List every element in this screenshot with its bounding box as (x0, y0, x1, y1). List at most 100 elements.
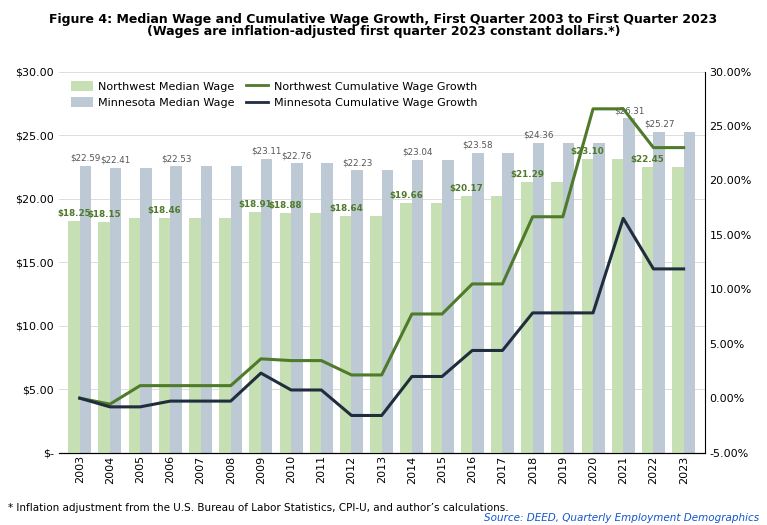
Text: $18.15: $18.15 (87, 210, 121, 219)
Minnesota Cumulative Wage Growth (619, 215, 628, 222)
Minnesota Cumulative Wage Growth (287, 387, 296, 393)
Text: $24.36: $24.36 (523, 131, 554, 140)
Bar (502, 153, 514, 453)
Text: Source: DEED, Quarterly Employment Demographics: Source: DEED, Quarterly Employment Demog… (484, 513, 759, 523)
Bar (370, 216, 382, 453)
Northwest Cumulative Wage Growth (287, 358, 296, 364)
Bar (261, 159, 272, 453)
Minnesota Cumulative Wage Growth (649, 266, 658, 272)
Text: $22.23: $22.23 (342, 158, 373, 167)
Minnesota Cumulative Wage Growth (317, 387, 326, 393)
Minnesota Cumulative Wage Growth (256, 370, 265, 376)
Bar (532, 143, 544, 453)
Minnesota Cumulative Wage Growth (528, 310, 537, 316)
Bar (653, 132, 665, 453)
Minnesota Cumulative Wage Growth (437, 373, 446, 380)
Bar (291, 163, 302, 453)
Bar (491, 196, 502, 453)
Bar (249, 213, 261, 453)
Bar (140, 168, 152, 453)
Minnesota Cumulative Wage Growth (407, 373, 416, 380)
Minnesota Cumulative Wage Growth (166, 398, 175, 404)
Text: $21.29: $21.29 (510, 170, 544, 179)
Bar (563, 143, 574, 453)
Bar (442, 160, 453, 453)
Bar (321, 163, 333, 453)
Text: $26.31: $26.31 (614, 106, 644, 115)
Text: $18.91: $18.91 (239, 200, 272, 209)
Text: $22.41: $22.41 (100, 156, 131, 165)
Northwest Cumulative Wage Growth (105, 401, 114, 407)
Bar (219, 218, 231, 453)
Bar (472, 153, 484, 453)
Minnesota Cumulative Wage Growth (558, 310, 568, 316)
Minnesota Cumulative Wage Growth (347, 412, 356, 418)
Bar (159, 218, 170, 453)
Bar (310, 213, 321, 453)
Text: $20.17: $20.17 (449, 184, 483, 193)
Bar (280, 213, 291, 453)
Bar (581, 159, 593, 453)
Text: $19.66: $19.66 (389, 191, 423, 200)
Minnesota Cumulative Wage Growth (377, 412, 387, 418)
Bar (461, 196, 472, 453)
Northwest Cumulative Wage Growth (196, 383, 205, 389)
Legend: Northwest Median Wage, Minnesota Median Wage, Northwest Cumulative Wage Growth, : Northwest Median Wage, Minnesota Median … (71, 81, 477, 108)
Bar (340, 216, 351, 453)
Bar (551, 182, 563, 453)
Text: $23.58: $23.58 (463, 141, 493, 150)
Northwest Cumulative Wage Growth (317, 358, 326, 364)
Bar (200, 166, 212, 453)
Bar (231, 166, 242, 453)
Bar (351, 170, 363, 453)
Northwest Cumulative Wage Growth (619, 106, 628, 112)
Text: $18.88: $18.88 (268, 201, 302, 209)
Text: $18.64: $18.64 (329, 204, 363, 213)
Bar (430, 203, 442, 453)
Line: Minnesota Cumulative Wage Growth: Minnesota Cumulative Wage Growth (80, 218, 683, 415)
Minnesota Cumulative Wage Growth (588, 310, 597, 316)
Text: $25.27: $25.27 (644, 119, 674, 129)
Text: $23.04: $23.04 (403, 148, 433, 157)
Bar (382, 170, 393, 453)
Minnesota Cumulative Wage Growth (226, 398, 235, 404)
Text: * Inflation adjustment from the U.S. Bureau of Labor Statistics, CPI-U, and auth: * Inflation adjustment from the U.S. Bur… (8, 503, 509, 513)
Text: Figure 4: Median Wage and Cumulative Wage Growth, First Quarter 2003 to First Qu: Figure 4: Median Wage and Cumulative Wag… (49, 13, 718, 26)
Bar (110, 168, 121, 453)
Bar (189, 218, 200, 453)
Text: $18.25: $18.25 (58, 208, 91, 217)
Text: $23.11: $23.11 (252, 147, 281, 156)
Northwest Cumulative Wage Growth (558, 214, 568, 220)
Minnesota Cumulative Wage Growth (679, 266, 688, 272)
Text: $18.46: $18.46 (148, 206, 182, 215)
Bar (412, 160, 423, 453)
Bar (522, 182, 532, 453)
Bar (400, 203, 412, 453)
Northwest Cumulative Wage Growth (468, 281, 477, 287)
Northwest Cumulative Wage Growth (649, 144, 658, 151)
Line: Northwest Cumulative Wage Growth: Northwest Cumulative Wage Growth (80, 109, 683, 404)
Bar (624, 118, 635, 453)
Bar (612, 159, 624, 453)
Northwest Cumulative Wage Growth (679, 144, 688, 151)
Bar (129, 218, 140, 453)
Northwest Cumulative Wage Growth (136, 383, 145, 389)
Bar (672, 167, 683, 453)
Minnesota Cumulative Wage Growth (75, 395, 84, 401)
Northwest Cumulative Wage Growth (528, 214, 537, 220)
Minnesota Cumulative Wage Growth (136, 404, 145, 410)
Northwest Cumulative Wage Growth (166, 383, 175, 389)
Minnesota Cumulative Wage Growth (105, 404, 114, 410)
Northwest Cumulative Wage Growth (347, 372, 356, 378)
Bar (98, 222, 110, 453)
Text: $22.53: $22.53 (161, 154, 191, 163)
Northwest Cumulative Wage Growth (498, 281, 507, 287)
Minnesota Cumulative Wage Growth (498, 348, 507, 354)
Text: $22.59: $22.59 (71, 153, 100, 162)
Bar (642, 167, 653, 453)
Bar (593, 143, 604, 453)
Northwest Cumulative Wage Growth (256, 356, 265, 362)
Minnesota Cumulative Wage Growth (468, 348, 477, 354)
Bar (68, 221, 80, 453)
Bar (170, 166, 182, 453)
